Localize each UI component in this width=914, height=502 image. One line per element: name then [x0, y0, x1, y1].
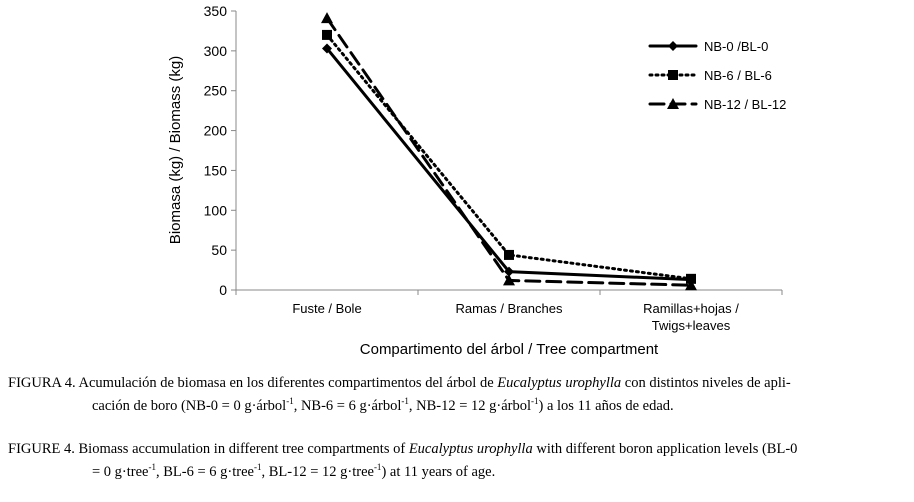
caption-en-species: Eucalyptus urophylla: [408, 441, 533, 457]
data-point: [322, 29, 332, 40]
caption-en-age: ) at 11 years of age.: [381, 464, 496, 480]
legend-marker-square: [668, 70, 678, 80]
caption-es-tail: con distintos niveles de apli-: [621, 375, 791, 391]
chart-series: [321, 12, 697, 291]
data-point: [321, 12, 333, 24]
x-axis-ticks: Fuste / Bole Ramas / Branches Ramillas+hoj…: [235, 290, 783, 333]
x-axis-label: Compartimento del árbol / Tree compartme…: [360, 341, 659, 358]
figure-caption-spanish: FIGURA 4. Acumulación de biomasa en los …: [8, 372, 908, 418]
legend-marker-diamond: [668, 41, 678, 51]
series-line: [325, 46, 693, 282]
caption-es-lead: FIGURA 4. Acumulación de biomasa en los …: [8, 375, 498, 391]
y-tick-label: 100: [204, 202, 228, 218]
x-tick-label: Ramillas+hojas /: [643, 301, 739, 316]
y-axis-label: Biomasa (kg) / Biomass (kg): [167, 56, 184, 244]
data-point: [685, 279, 697, 291]
series-2: [322, 29, 696, 284]
chart-legend: NB-0 /BL-0 NB-6 / BL-6 NB-12 / BL-12: [648, 39, 786, 112]
data-point: [503, 274, 515, 286]
y-axis-ticks: 0 50 100 150 200 250 300 350: [204, 3, 236, 298]
caption-en-dose-6: , BL-6 = 6 g·tree: [156, 464, 254, 480]
x-tick-label: Fuste / Bole: [292, 301, 361, 316]
legend-entry: NB-6 / BL-6: [648, 68, 772, 83]
caption-es-dose-0: cación de boro (NB-0 = 0 g·árbol: [92, 398, 287, 414]
figure-caption-english: FIGURE 4. Biomass accumulation in differ…: [8, 438, 908, 484]
legend-label: NB-0 /BL-0: [704, 39, 768, 54]
y-tick-label: 250: [204, 83, 228, 99]
x-tick-label: Ramas / Branches: [456, 301, 563, 316]
legend-label: NB-12 / BL-12: [704, 97, 786, 112]
caption-en-sup: -1: [373, 462, 382, 473]
caption-es-species: Eucalyptus urophylla: [497, 375, 622, 391]
y-tick-label: 350: [204, 3, 228, 19]
series-line: [325, 33, 693, 281]
y-tick-label: 150: [204, 162, 228, 178]
y-tick-label: 300: [204, 43, 228, 59]
caption-es-dose-12: , NB-12 = 12 g·árbol: [408, 398, 532, 414]
x-tick-label: Twigs+leaves: [652, 318, 731, 333]
legend-label: NB-6 / BL-6: [704, 68, 772, 83]
caption-en-sup: -1: [148, 462, 157, 473]
y-tick-label: 200: [204, 123, 228, 139]
caption-en-dose-0: = 0 g·tree: [92, 464, 149, 480]
biomass-line-chart: 0 50 100 150 200 250 300 350 Fuste / Bole Ramas …: [167, 3, 786, 358]
data-point: [504, 266, 514, 277]
caption-es-sup: -1: [401, 396, 409, 407]
y-tick-label: 50: [211, 242, 227, 258]
caption-es-dose-6: , NB-6 = 6 g·árbol: [293, 398, 402, 414]
chart-axes: [235, 11, 782, 291]
series-1: [322, 43, 696, 285]
data-point: [504, 249, 514, 260]
caption-en-dose-12: , BL-12 = 12 g·tree: [261, 464, 374, 480]
series-3: [321, 12, 697, 291]
caption-en-sup: -1: [253, 462, 262, 473]
caption-en-tail: with different boron application levels …: [532, 441, 798, 457]
caption-es-sup: -1: [531, 396, 539, 407]
legend-marker-triangle: [667, 98, 679, 109]
data-point: [686, 273, 696, 284]
y-tick-label: 0: [219, 282, 227, 298]
caption-es-sup: -1: [286, 396, 294, 407]
data-point: [322, 43, 332, 54]
caption-es-age: ) a los 11 años de edad.: [538, 398, 674, 414]
legend-entry: NB-12 / BL-12: [648, 97, 786, 112]
caption-en-lead: FIGURE 4. Biomass accumulation in differ…: [8, 441, 409, 457]
series-line: [325, 16, 693, 287]
legend-entry: NB-0 /BL-0: [648, 39, 768, 54]
